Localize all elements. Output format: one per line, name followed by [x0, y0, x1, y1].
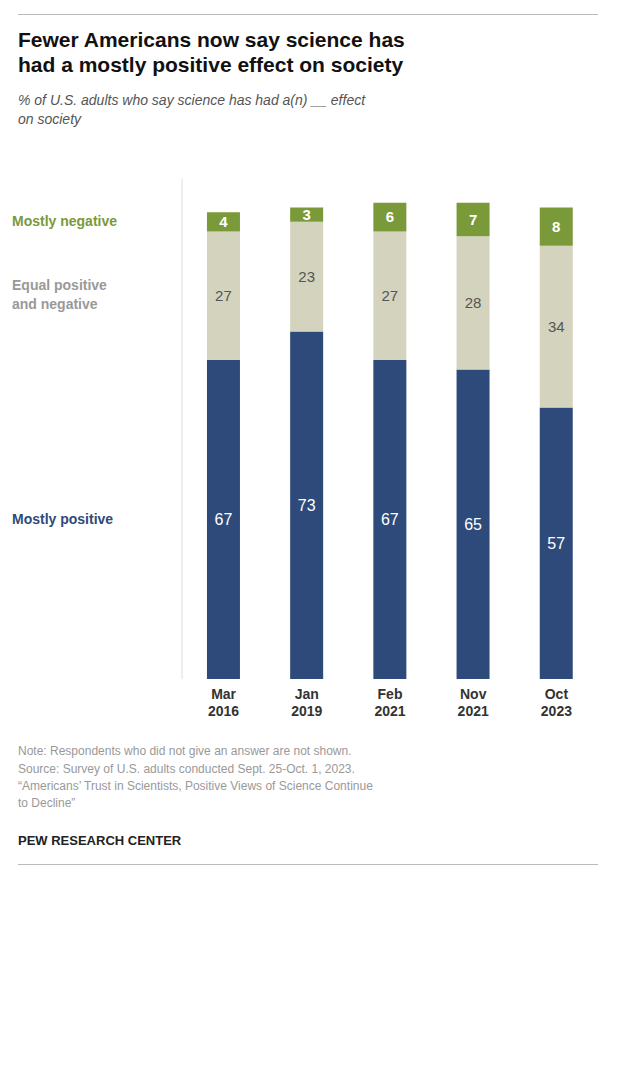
svg-text:23: 23	[298, 268, 315, 285]
svg-text:7: 7	[469, 211, 477, 228]
svg-text:57: 57	[547, 535, 565, 552]
svg-text:Jan2019: Jan2019	[291, 686, 322, 719]
svg-text:Oct2023: Oct2023	[541, 686, 572, 719]
html-text:% of U.S. adults who say scien: % of U.S. adults who say science has had…	[18, 92, 366, 128]
svg-text:27: 27	[382, 287, 399, 304]
html-text:Note: Respondents who did not: Note: Respondents who did not give an an…	[18, 744, 373, 811]
svg-text:27: 27	[215, 287, 232, 304]
svg-text:3: 3	[302, 206, 310, 223]
html-text:Mostly negative: Mostly negative	[12, 213, 117, 230]
svg-text:73: 73	[298, 497, 316, 514]
html-text:Mostly positive: Mostly positive	[12, 510, 114, 527]
html-text:PEW RESEARCH CENTER: PEW RESEARCH CENTER	[18, 832, 182, 848]
html-text:Fewer Americans now say scienc: Fewer Americans now say science has had …	[18, 28, 405, 77]
svg-text:65: 65	[464, 516, 482, 533]
svg-text:8: 8	[552, 218, 560, 235]
svg-text:67: 67	[381, 511, 399, 528]
svg-text:4: 4	[219, 213, 228, 230]
svg-text:34: 34	[548, 318, 565, 335]
svg-text:Nov2021: Nov2021	[458, 686, 489, 719]
html-text:Equal positive and negative: Equal positive and negative	[12, 277, 107, 313]
svg-text:67: 67	[215, 511, 233, 528]
svg-text:28: 28	[465, 294, 482, 311]
svg-text:Feb2021: Feb2021	[374, 686, 405, 719]
svg-text:6: 6	[386, 209, 394, 226]
svg-text:Mar2016: Mar2016	[208, 686, 239, 719]
